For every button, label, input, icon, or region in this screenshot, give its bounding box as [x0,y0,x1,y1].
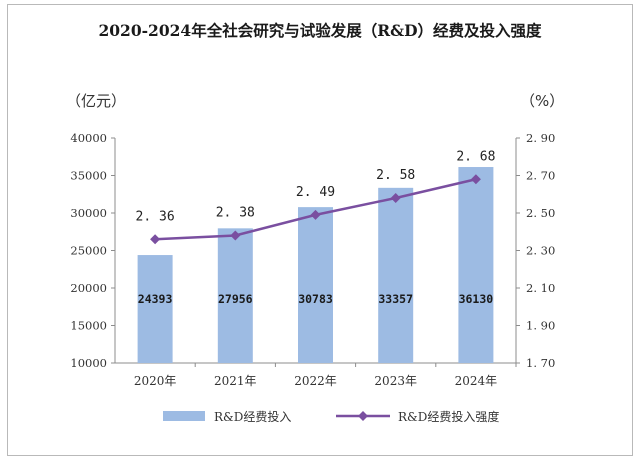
category-label: 2020年 [134,374,177,388]
bar [298,207,333,363]
right-tick-label: 2. 70 [526,169,555,183]
right-tick-label: 2. 30 [526,244,555,258]
left-tick-label: 15000 [70,319,107,333]
bar-value-label: 33357 [378,292,413,306]
bar-value-label: 36130 [459,292,494,306]
line-value-label: 2. 36 [136,209,175,224]
category-label: 2021年 [214,374,257,388]
bar [378,187,414,363]
right-tick-label: 2. 50 [526,206,555,220]
bar [458,167,494,363]
legend-line-label: R&D经费投入强度 [398,409,499,424]
right-axis-ticks: 1. 70 1. 90 2. 10 2. 30 2. 50 2. 70 2. 90 [516,131,555,370]
line-value-labels: 2. 36 2. 38 2. 49 2. 58 2. 68 [136,149,496,224]
line-point-marker [390,193,401,203]
line-point-marker [470,174,481,185]
line-value-label: 2. 38 [216,206,255,221]
line-value-label: 2. 58 [376,168,415,183]
legend-bar-label: R&D经费投入 [214,409,291,424]
bar [137,255,173,363]
left-tick-label: 40000 [70,131,107,145]
category-label: 2024年 [455,374,498,388]
legend-line-marker [358,411,368,421]
left-axis-unit: （亿元） [66,92,126,110]
legend: R&D经费投入 R&D经费投入强度 [163,409,499,424]
right-tick-label: 2. 90 [526,131,555,145]
left-axis-ticks: 10000 15000 20000 25000 30000 35000 40000 [70,131,115,370]
line-value-label: 2. 68 [456,149,495,164]
bar [217,228,253,363]
legend-bar-swatch [163,411,205,421]
left-tick-label: 30000 [70,206,107,220]
bar-value-label: 27956 [218,292,253,306]
right-tick-label: 1. 70 [526,356,555,370]
bar-value-labels: 24393 27956 30783 33357 36130 [138,292,493,306]
left-tick-label: 25000 [70,244,107,258]
bar-value-label: 30783 [298,292,333,306]
category-label: 2022年 [294,374,337,388]
line-point-marker [230,230,241,241]
bar-series [137,167,494,363]
bar-value-label: 24393 [138,292,173,306]
line-point-marker [150,234,161,245]
left-tick-label: 20000 [70,281,107,295]
chart-title: 2020-2024年全社会研究与试验发展（R&D）经费及投入强度 [98,21,542,40]
right-tick-label: 1. 90 [526,319,555,333]
left-tick-label: 10000 [70,356,107,370]
line-value-label: 2. 49 [296,185,335,200]
line-point-marker [310,209,321,220]
line-series [150,174,481,245]
right-tick-label: 2. 10 [526,281,555,295]
category-label: 2023年 [374,374,417,388]
left-tick-label: 35000 [70,169,107,183]
right-axis-unit: （%） [520,92,564,110]
category-labels: 2020年 2021年 2022年 2023年 2024年 [134,363,517,388]
